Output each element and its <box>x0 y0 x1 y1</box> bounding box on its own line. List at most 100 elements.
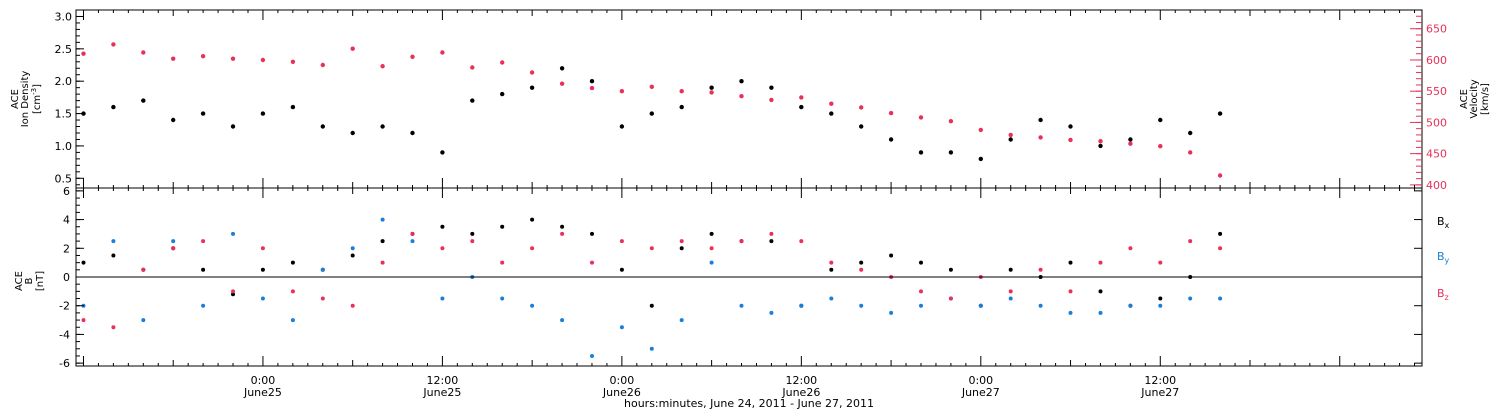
bx-point <box>440 224 445 229</box>
bx-point <box>201 267 206 272</box>
density-point <box>1217 111 1223 116</box>
density-tick-label: 2.5 <box>55 43 73 56</box>
by-point <box>619 325 624 330</box>
bz-point <box>141 267 146 272</box>
bz-point <box>1158 260 1163 265</box>
velocity-point <box>978 127 983 133</box>
bx-point <box>260 267 265 272</box>
velocity-axis-title-line1: ACE <box>1459 89 1470 109</box>
field-tick-label: -6 <box>59 357 70 370</box>
time-tick-label: 0:00 <box>610 374 635 387</box>
velocity-point <box>1128 141 1133 146</box>
velocity-point <box>709 90 714 95</box>
bx-point <box>619 267 624 272</box>
density-point <box>739 79 744 84</box>
density-point <box>1128 137 1133 142</box>
field-tick-label: 2 <box>63 242 70 255</box>
density-point <box>141 98 146 103</box>
bx-point <box>679 246 684 251</box>
bx-point <box>1008 267 1013 272</box>
by-point <box>320 267 325 272</box>
density-point <box>1188 130 1193 136</box>
density-point <box>918 150 924 155</box>
density-point <box>799 104 804 110</box>
velocity-point <box>500 60 505 65</box>
velocity-point <box>1068 137 1073 143</box>
bz-point <box>260 246 265 251</box>
density-point <box>649 111 654 116</box>
velocity-tick-label: 500 <box>1426 116 1447 129</box>
velocity-tick-label: 650 <box>1426 23 1447 36</box>
bz-point <box>500 260 505 265</box>
bx-point <box>948 267 953 272</box>
density-point <box>171 117 176 123</box>
velocity-axis-ticks: 400 450 500 550 600 650 <box>1410 15 1447 192</box>
density-point <box>1158 117 1163 123</box>
bx-point <box>919 260 923 265</box>
bz-point <box>81 318 86 323</box>
bx-point <box>859 260 864 265</box>
by-point <box>171 239 176 244</box>
legend-base: B <box>1437 287 1445 300</box>
velocity-point <box>1188 150 1193 155</box>
legend-base: B <box>1437 250 1445 263</box>
bx-point <box>1068 260 1073 265</box>
by-point <box>1008 296 1013 301</box>
density-point <box>978 156 983 162</box>
by-point <box>350 246 355 251</box>
velocity-axis-unit: [km/s] <box>1480 83 1491 115</box>
by-point <box>410 239 415 244</box>
velocity-point <box>888 110 894 116</box>
velocity-point <box>1098 139 1103 144</box>
date-tick-label: June25 <box>422 386 461 399</box>
field-axis-ticks: -6 -4 -2 0 2 4 6 <box>59 185 1422 370</box>
by-point <box>859 303 864 308</box>
density-point <box>320 124 325 129</box>
density-tick-label: 2.0 <box>55 75 73 88</box>
bx-point <box>709 231 714 236</box>
density-tick-label: 1.5 <box>55 108 73 121</box>
density-point <box>260 111 266 116</box>
bz-point <box>1188 239 1193 244</box>
by-point <box>679 318 684 323</box>
velocity-tick-label: 400 <box>1426 179 1447 192</box>
by-point <box>560 318 565 323</box>
by-point <box>500 296 505 301</box>
density-point <box>888 137 894 142</box>
bz-point <box>739 239 744 244</box>
velocity-point <box>171 56 176 61</box>
density-unit-sup: -3 <box>30 88 38 95</box>
by-point <box>440 296 445 301</box>
velocity-point <box>799 95 804 100</box>
bx-point <box>590 231 594 236</box>
density-unit-end: ] <box>32 84 43 88</box>
by-point <box>1038 303 1043 308</box>
bz-point <box>769 231 774 236</box>
density-axis-title-line2: Ion Density <box>20 71 31 128</box>
by-point <box>590 354 594 358</box>
density-tick-label: 3.0 <box>55 10 73 23</box>
by-point <box>889 310 894 315</box>
velocity-point <box>1008 132 1013 138</box>
bz-point <box>111 325 116 330</box>
density-point <box>1008 137 1013 142</box>
by-point <box>231 231 235 236</box>
density-axis-title-line1: ACE <box>10 89 21 109</box>
date-tick-label: June25 <box>243 386 282 399</box>
velocity-point <box>200 54 206 59</box>
density-point <box>290 104 296 110</box>
magnetic-field-points <box>81 217 1223 358</box>
velocity-point <box>230 56 236 61</box>
velocity-point <box>769 97 774 103</box>
bz-point <box>709 246 714 251</box>
by-point <box>1068 310 1073 315</box>
bx-point <box>1158 296 1163 301</box>
legend-sub: z <box>1445 293 1449 302</box>
bz-point <box>829 260 834 265</box>
velocity-point <box>380 63 385 69</box>
velocity-point <box>1217 173 1223 178</box>
bz-point <box>948 296 953 301</box>
bz-point <box>590 260 594 265</box>
bz-point <box>171 246 176 251</box>
